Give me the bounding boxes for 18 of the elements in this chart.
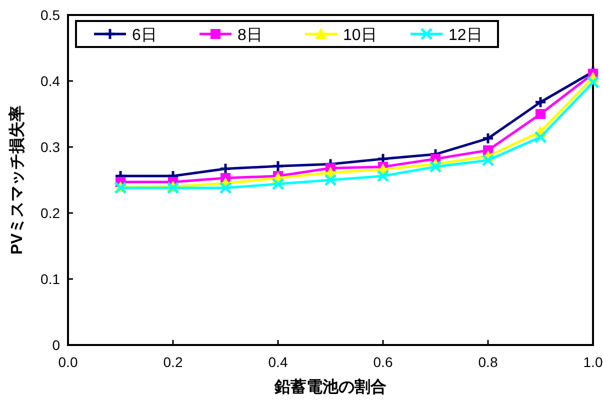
x-axis-title: 鉛蓄電池の割合	[274, 378, 386, 396]
y-tick-label: 0.1	[40, 271, 60, 287]
legend-label: 6日	[132, 27, 157, 44]
x-tick-label: 0.0	[58, 354, 78, 370]
legend-label: 10日	[343, 27, 377, 44]
x-tick-label: 0.4	[268, 354, 288, 370]
y-tick-label: 0	[52, 337, 60, 353]
y-tick-label: 0.5	[40, 7, 60, 23]
y-tick-label: 0.4	[40, 73, 60, 89]
x-tick-label: 0.8	[478, 354, 498, 370]
y-tick-label: 0.2	[40, 205, 60, 221]
y-tick-label: 0.3	[40, 139, 60, 155]
x-tick-label: 0.6	[373, 354, 393, 370]
legend-label: 8日	[238, 27, 262, 44]
legend-label: 12日	[448, 27, 482, 44]
y-axis-title: PVミスマッチ損失率	[7, 105, 26, 255]
x-tick-label: 1.0	[583, 354, 603, 370]
x-tick-label: 0.2	[163, 354, 183, 370]
